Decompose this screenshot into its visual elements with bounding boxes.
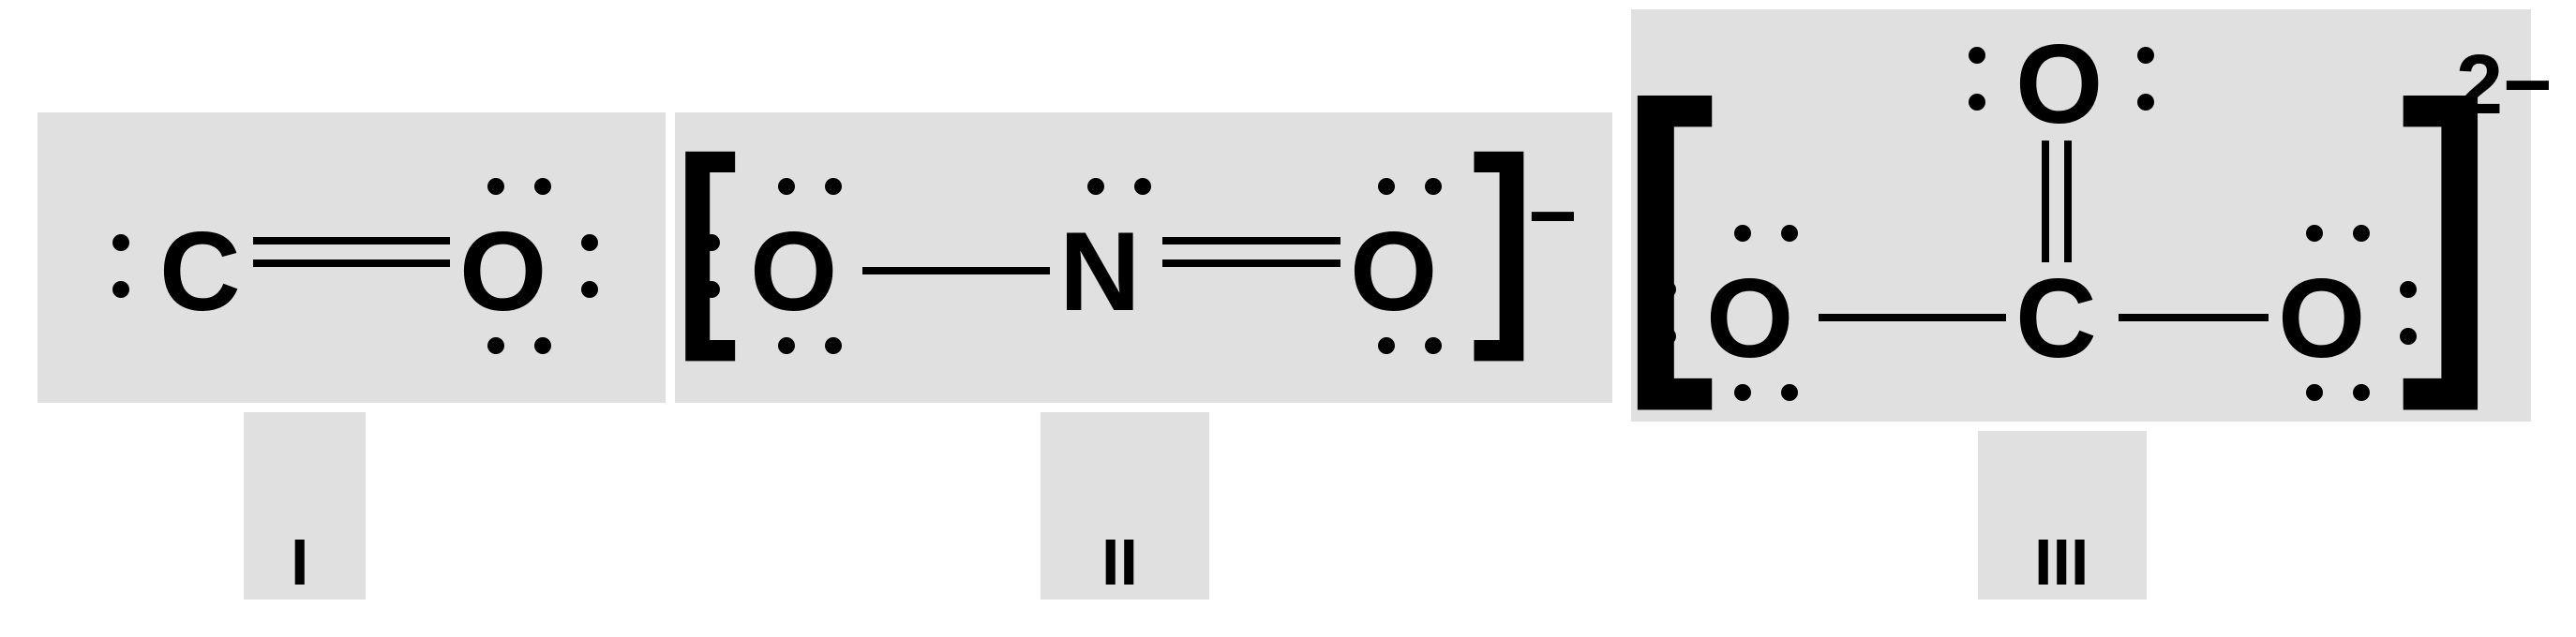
electron-dot: [2353, 225, 2370, 242]
charge-label: −: [1528, 169, 1578, 265]
bond-line: [1162, 259, 1340, 267]
electron-dot: [2137, 47, 2154, 64]
atom-o: O: [2015, 28, 2103, 141]
electron-dot: [1734, 225, 1751, 242]
electron-dot: [1378, 337, 1395, 354]
bond-line: [862, 267, 1050, 274]
electron-dot: [1659, 328, 1676, 345]
electron-dot: [2137, 94, 2154, 111]
atom-o: O: [2278, 262, 2365, 375]
electron-dot: [1781, 225, 1798, 242]
electron-dot: [2400, 281, 2417, 298]
atom-o: O: [1350, 215, 1437, 328]
structure-label: I: [291, 525, 308, 600]
electron-dot: [2306, 384, 2323, 401]
electron-dot: [1425, 337, 1442, 354]
structure-label: II: [1101, 525, 1138, 600]
electron-dot: [112, 281, 129, 298]
electron-dot: [487, 337, 504, 354]
bond-line: [2042, 141, 2049, 262]
electron-dot: [1781, 384, 1798, 401]
electron-dot: [2306, 225, 2323, 242]
bond-line: [253, 237, 450, 244]
electron-dot: [1378, 178, 1395, 195]
electron-dot: [1734, 384, 1751, 401]
electron-dot: [1425, 178, 1442, 195]
electron-dot: [1969, 47, 1985, 64]
electron-dot: [487, 178, 504, 195]
atom-c: C: [159, 215, 241, 328]
bracket-left: [: [675, 126, 738, 418]
electron-dot: [703, 281, 720, 298]
electron-dot: [1969, 94, 1985, 111]
bg-region: [37, 112, 666, 403]
bracket-right: ]: [1472, 126, 1535, 418]
electron-dot: [1659, 281, 1676, 298]
atom-c: C: [2015, 262, 2097, 375]
electron-dot: [778, 178, 795, 195]
electron-dot: [1134, 178, 1151, 195]
structure-label: III: [2034, 525, 2089, 600]
electron-dot: [778, 337, 795, 354]
electron-dot: [534, 178, 551, 195]
electron-dot: [534, 337, 551, 354]
electron-dot: [581, 281, 598, 298]
electron-dot: [112, 234, 129, 251]
electron-dot: [825, 178, 842, 195]
electron-dot: [2400, 328, 2417, 345]
bond-line: [253, 259, 450, 267]
charge-label: 2−: [2456, 37, 2553, 134]
atom-o: O: [459, 215, 547, 328]
electron-dot: [825, 337, 842, 354]
bond-line: [1162, 237, 1340, 244]
atom-o: O: [750, 215, 837, 328]
electron-dot: [1087, 178, 1104, 195]
electron-dot: [703, 234, 720, 251]
atom-n: N: [1059, 215, 1141, 328]
bond-line: [2119, 314, 2269, 321]
atom-o: O: [1706, 262, 1793, 375]
bond-line: [1819, 314, 2006, 321]
electron-dot: [2353, 384, 2370, 401]
bond-line: [2064, 141, 2072, 262]
electron-dot: [581, 234, 598, 251]
